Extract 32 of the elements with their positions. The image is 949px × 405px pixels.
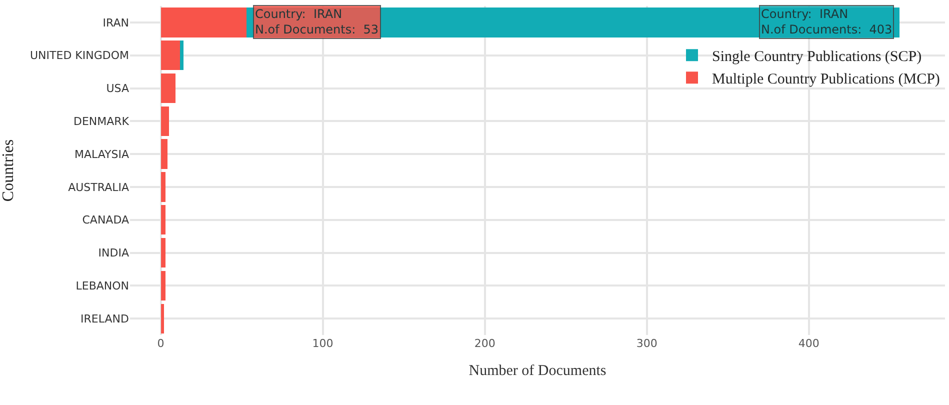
- bar: [160, 40, 180, 70]
- x-tick-label: 100: [312, 337, 334, 350]
- y-tick-label: LEBANON: [76, 280, 129, 292]
- bar: [160, 106, 169, 136]
- y-tick-label: CANADA: [82, 214, 130, 227]
- bar: [160, 73, 176, 104]
- bar: [160, 238, 166, 268]
- y-tick-label: USA: [106, 82, 130, 96]
- y-tick-label: DENMARK: [73, 115, 130, 128]
- x-tick-label: 400: [798, 337, 820, 350]
- x-tick-label: 0: [157, 337, 164, 350]
- bar: [160, 172, 166, 202]
- x-tick-label: 200: [474, 337, 496, 350]
- bar: [160, 8, 247, 38]
- legend-label: Multiple Country Publications (MCP): [712, 72, 940, 88]
- x-tick-label: 300: [636, 337, 658, 350]
- x-axis-title: Number of Documents: [468, 363, 606, 379]
- bar: [160, 205, 166, 235]
- y-tick-label: AUSTRALIA: [68, 180, 130, 194]
- bar: [180, 40, 184, 70]
- bar: [160, 304, 164, 334]
- y-tick-label: UNITED KINGDOM: [30, 49, 129, 62]
- y-tick-label: MALAYSIA: [74, 148, 130, 161]
- annotation: Country: IRAN N.of Documents: 53: [255, 7, 379, 37]
- annotation: Country: IRAN N.of Documents: 403: [761, 7, 892, 37]
- legend-label: Single Country Publications (SCP): [712, 49, 922, 65]
- y-tick-label: IRELAND: [80, 312, 129, 326]
- bar: [160, 270, 166, 300]
- y-tick-label: IRAN: [102, 16, 129, 30]
- bar: [160, 139, 168, 169]
- y-tick-label: INDIA: [98, 246, 130, 260]
- y-axis-title: Countries: [0, 139, 17, 202]
